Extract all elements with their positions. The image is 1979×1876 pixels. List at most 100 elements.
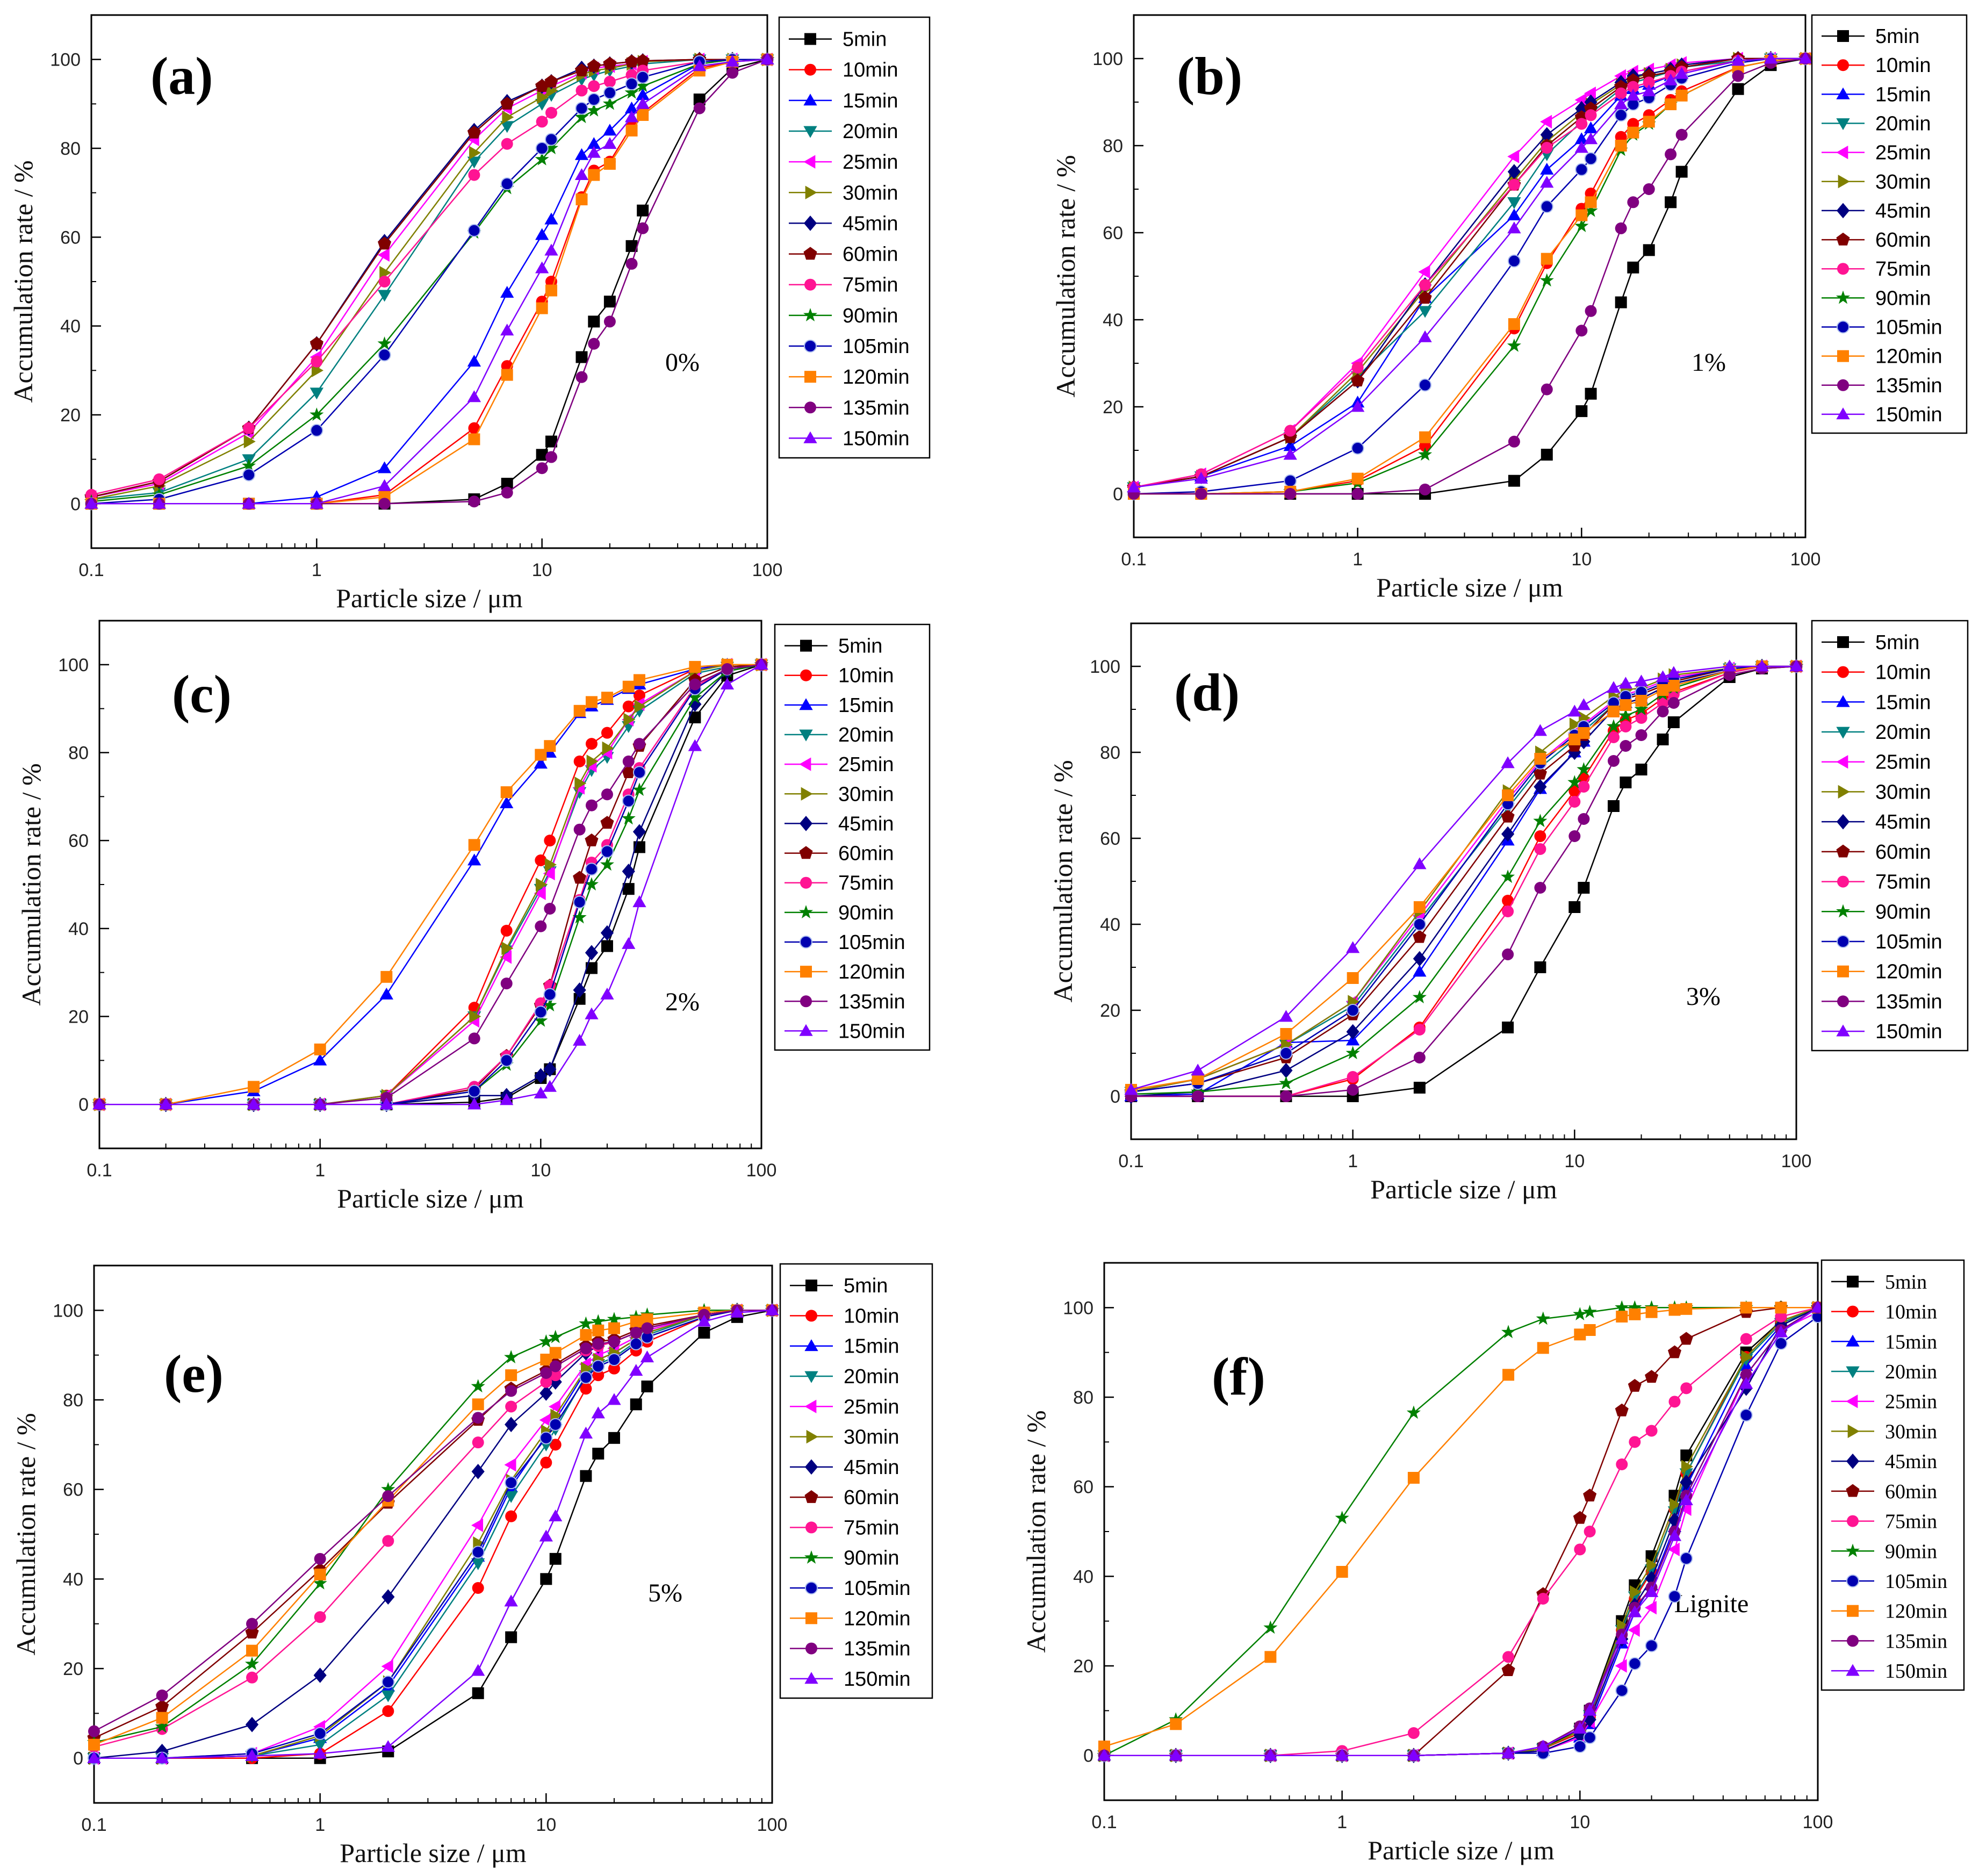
series-60min <box>92 657 768 1110</box>
panel-label: (f) <box>1212 1347 1265 1406</box>
data-point <box>544 740 556 752</box>
data-point <box>601 788 613 801</box>
data-point <box>575 351 588 363</box>
data-point <box>313 1097 327 1110</box>
data-point <box>641 1322 653 1334</box>
data-point <box>1645 1425 1658 1437</box>
data-point <box>539 1431 553 1444</box>
series-135min <box>1125 660 1802 1102</box>
legend-label: 60min <box>838 843 894 865</box>
data-point <box>624 85 639 99</box>
data-point <box>500 97 514 110</box>
data-point <box>625 124 638 136</box>
data-point <box>469 146 481 160</box>
series-75min <box>1125 660 1802 1102</box>
data-point <box>1583 1704 1597 1716</box>
series-105min <box>1125 660 1803 1098</box>
data-point <box>621 811 636 825</box>
legend-item-45min: 45min <box>1822 811 1931 833</box>
legend-label: 10min <box>1875 662 1931 684</box>
legend-label: 20min <box>843 120 898 143</box>
panel-c: 0.1 1 10 100 0 20 40 60 80 100 Particle size / μm A… <box>16 620 931 1213</box>
legend-marker <box>1847 1635 1859 1647</box>
data-point <box>1335 1749 1349 1761</box>
data-point <box>1679 1332 1693 1345</box>
legend-label: 150min <box>838 1020 905 1043</box>
data-point <box>1501 826 1515 842</box>
data-point <box>1798 52 1812 64</box>
y-axis-ticks: 0 20 40 60 80 100 <box>1063 1262 1114 1766</box>
legend-label: 75min <box>1875 871 1931 894</box>
data-point <box>539 1385 553 1401</box>
legend-label: 105min <box>843 335 910 358</box>
data-point <box>624 54 639 68</box>
data-point <box>1608 800 1620 812</box>
series-line-135min <box>1131 665 1797 1097</box>
legend-label: 20min <box>1875 113 1931 135</box>
series-90min <box>92 657 769 1111</box>
data-point <box>1345 1046 1360 1060</box>
series-30min <box>1128 52 1812 494</box>
data-point <box>1667 666 1681 678</box>
data-point <box>1541 253 1553 265</box>
data-point <box>1608 706 1620 717</box>
data-point <box>379 987 393 1000</box>
legend-label: 120min <box>843 366 910 389</box>
series-line-150min <box>99 664 762 1105</box>
data-point <box>1635 695 1647 707</box>
legend-label: 15min <box>838 694 894 717</box>
data-point <box>630 1327 642 1339</box>
data-point <box>1667 1529 1682 1541</box>
data-point <box>1679 1493 1693 1506</box>
data-point <box>1508 475 1520 487</box>
data-point <box>1680 1552 1693 1565</box>
data-point <box>1577 762 1591 776</box>
data-point <box>600 857 615 871</box>
legend-marker <box>1836 727 1850 739</box>
series-135min <box>1098 1302 1824 1762</box>
data-point <box>603 76 616 88</box>
legend-item-30min: 30min <box>1822 171 1931 193</box>
legend-marker <box>1836 814 1850 830</box>
legend-label: 45min <box>1875 811 1931 833</box>
data-point <box>500 786 513 799</box>
y-tick-label: 40 <box>68 919 89 939</box>
legend-marker <box>1847 1515 1859 1527</box>
legend-marker <box>1846 1575 1859 1587</box>
data-point <box>501 478 513 490</box>
data-point <box>1665 98 1677 111</box>
series-line-75min <box>1133 57 1805 488</box>
data-point <box>549 1369 562 1382</box>
data-point <box>574 63 589 77</box>
data-point <box>1418 330 1432 342</box>
data-point <box>579 1371 593 1384</box>
data-point <box>1626 89 1640 101</box>
data-point <box>1578 781 1590 793</box>
data-point <box>1501 1746 1515 1758</box>
legend-label: 25min <box>1875 142 1931 164</box>
legend-frame <box>1820 1259 1965 1691</box>
legend-item-30min: 30min <box>790 1426 899 1449</box>
legend-item-45min: 45min <box>785 813 894 835</box>
data-point <box>601 692 613 704</box>
data-point <box>1582 1304 1597 1318</box>
series-120min <box>93 658 767 1111</box>
legend-item-15min: 15min <box>1822 691 1931 714</box>
data-point <box>1657 734 1669 745</box>
data-point <box>549 1360 562 1372</box>
series-20min <box>1127 53 1812 494</box>
data-point <box>622 700 635 713</box>
data-point <box>698 1327 710 1339</box>
legend-label: 75min <box>1885 1511 1937 1533</box>
data-point <box>1657 684 1669 696</box>
data-point <box>502 110 514 124</box>
y-tick-label: 0 <box>1083 1746 1093 1766</box>
legend-marker <box>1836 203 1850 219</box>
data-point <box>1775 1311 1787 1322</box>
y-tick-label: 60 <box>68 831 89 851</box>
data-point <box>535 920 547 932</box>
data-point <box>500 796 514 808</box>
data-point <box>622 883 635 895</box>
data-point <box>544 835 556 847</box>
data-point <box>1680 1475 1693 1490</box>
